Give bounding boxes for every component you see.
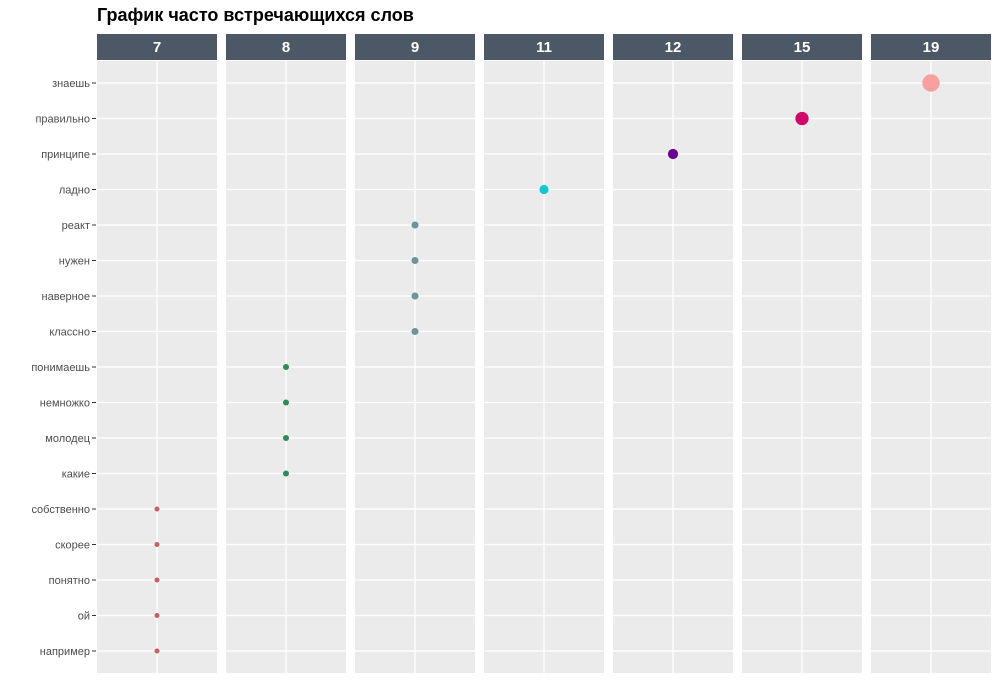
data-point [154,542,160,547]
y-tick-label: немножко [40,398,90,410]
data-point [282,363,290,371]
facet-strip [226,34,346,60]
data-point [922,74,940,92]
y-tick-label: собственно [31,504,90,516]
y-tick-label: наверное [42,291,90,303]
chart-title: График часто встречающихся слов [97,5,414,25]
y-tick-label: понимаешь [31,362,90,374]
data-point [411,292,419,300]
y-tick-label: правильно [35,114,90,126]
data-point [154,506,160,512]
data-point [154,613,160,618]
facet-label: 15 [794,39,811,56]
y-tick-label: ой [78,611,90,623]
data-point [667,148,679,160]
y-tick-label: реакт [62,220,90,232]
facet-label: 19 [923,39,940,56]
facet-strip [355,34,475,60]
facet-label: 7 [153,39,161,56]
data-point [154,577,160,583]
y-tick-label: скорее [55,540,90,552]
y-tick-label: нужен [59,256,90,268]
y-tick-label: ладно [59,185,90,197]
y-tick-label: знаешь [52,78,90,90]
y-tick-label: классно [49,327,90,339]
facet-label: 11 [536,39,552,56]
data-point [282,399,290,406]
y-tick-label: например [40,646,90,658]
data-point [539,184,549,195]
y-tick-label: какие [62,469,90,481]
facet-strip [871,34,991,60]
y-tick-label: понятно [49,575,90,587]
y-tick-label: принципе [41,149,90,161]
facet-strip [742,34,862,60]
facet-label: 8 [282,39,290,56]
data-point [282,434,290,442]
facet-strip [97,34,217,60]
data-point [795,111,809,126]
facet-strip [484,34,604,60]
data-point [154,648,160,654]
y-tick-label: молодец [45,433,90,445]
data-point [282,470,290,477]
facet-strip [613,34,733,60]
facet-label: 12 [665,39,682,56]
data-point [411,221,419,229]
facet-label: 9 [411,39,419,56]
data-point [411,256,419,265]
data-point [411,327,419,336]
